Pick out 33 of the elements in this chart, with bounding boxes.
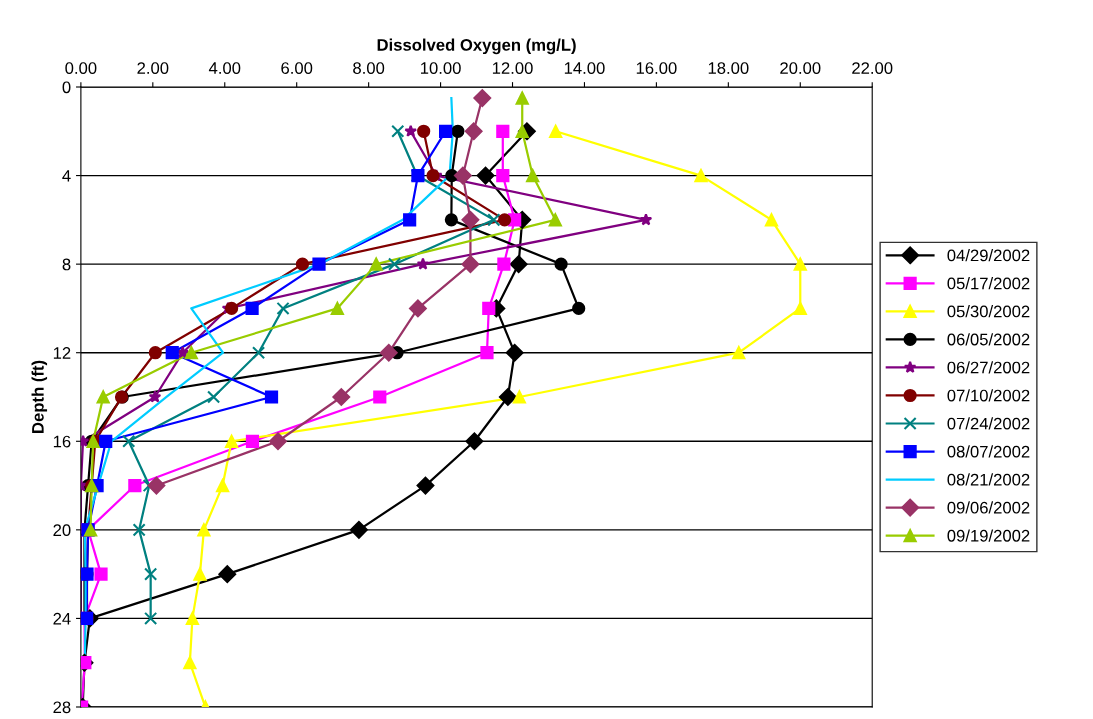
legend-label: 09/06/2002 <box>947 501 1030 514</box>
y-tick-label: 8 <box>62 258 71 271</box>
legend-label: 06/27/2002 <box>947 361 1030 374</box>
x-tick-label: 8.00 <box>353 62 385 74</box>
y-tick-label: 12 <box>53 347 71 359</box>
legend-label: 05/17/2002 <box>947 277 1030 290</box>
x-tick-label: 16.00 <box>636 62 677 74</box>
x-tick-label: 4.00 <box>208 62 241 74</box>
x-tick-label: 22.00 <box>852 62 893 74</box>
x-tick-label: 2.00 <box>137 62 169 74</box>
y-tick-label: 16 <box>53 435 71 448</box>
x-tick-label: 0.00 <box>65 62 97 74</box>
legend-label: 08/07/2002 <box>947 445 1030 458</box>
x-tick-label: 20.00 <box>780 62 821 74</box>
x-tick-label: 18.00 <box>708 62 749 74</box>
y-tick-label: 0 <box>62 81 71 94</box>
x-axis-title: Dissolved Oxygen (mg/L) <box>377 38 576 55</box>
y-axis-title: Depth (ft) <box>31 360 48 433</box>
legend-label: 06/05/2002 <box>947 333 1030 346</box>
x-tick-label: 12.00 <box>492 62 533 74</box>
legend-label: 07/24/2002 <box>947 417 1030 430</box>
legend-label: 09/19/2002 <box>947 529 1030 542</box>
legend-label: 05/30/2002 <box>947 305 1030 318</box>
y-tick-label: 4 <box>62 170 71 182</box>
legend-label: 04/29/2002 <box>947 249 1030 262</box>
x-tick-label: 14.00 <box>564 62 605 74</box>
x-tick-label: 6.00 <box>281 62 313 74</box>
legend-label: 08/21/2002 <box>947 473 1030 486</box>
legend-label: 07/10/2002 <box>947 389 1030 402</box>
y-tick-label: 20 <box>53 524 71 537</box>
x-tick-label: 10.00 <box>421 62 461 74</box>
y-tick-label: 24 <box>53 612 71 625</box>
y-tick-label: 28 <box>53 701 71 714</box>
